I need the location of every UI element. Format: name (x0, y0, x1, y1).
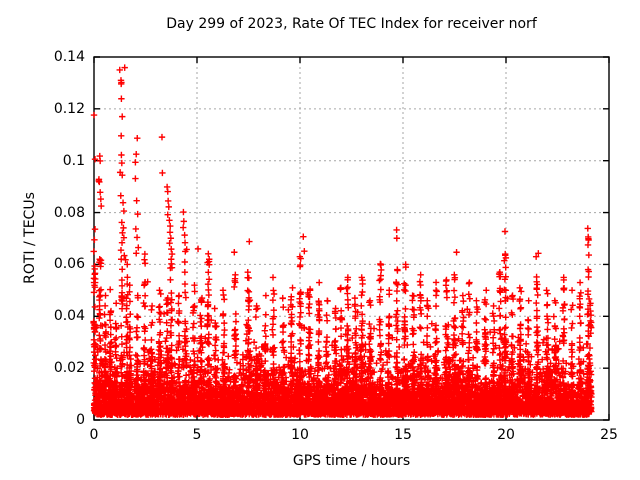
x-tick-label: 5 (192, 427, 202, 443)
y-tick-label: 0.06 (53, 256, 85, 273)
x-tick-label: 20 (497, 427, 515, 443)
y-tick-label: 0.02 (53, 360, 85, 377)
chart-title: Day 299 of 2023, Rate Of TEC Index for r… (166, 16, 537, 32)
x-tick-label: 15 (394, 427, 412, 443)
y-tick-label: 0 (76, 412, 85, 428)
y-tick-label: 0.1 (62, 152, 85, 169)
y-tick-label: 0.12 (53, 100, 85, 117)
x-axis-label: GPS time / hours (292, 453, 411, 469)
y-tick-label: 0.08 (53, 204, 85, 221)
x-tick-label: 25 (600, 427, 618, 443)
y-tick-label: 0.14 (53, 49, 85, 65)
x-tick-label: 0 (89, 427, 99, 443)
y-tick-label: 0.04 (53, 308, 85, 325)
x-tick-label: 10 (291, 427, 309, 443)
